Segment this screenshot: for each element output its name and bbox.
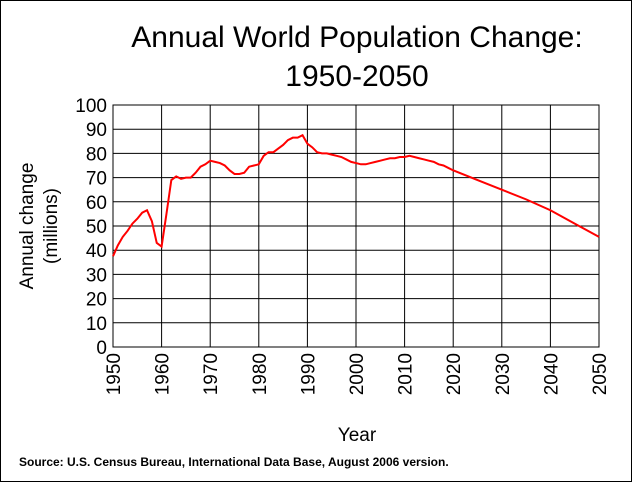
x-tick-label: 1950 (104, 353, 125, 395)
y-tick-label: 80 (86, 144, 107, 165)
x-tick-label: 1970 (201, 353, 222, 395)
x-tick-label: 2050 (590, 353, 611, 395)
x-tick-labels: 1950 1960 1970 1980 1990 2000 2010 2020 2030 2040… (104, 353, 611, 395)
source-note: Source: U.S. Census Bureau, Internationa… (19, 455, 449, 469)
y-tick-label: 60 (86, 193, 107, 214)
grid-lines (112, 104, 600, 348)
y-tick-label: 70 (86, 169, 107, 190)
x-tick-label: 1960 (153, 353, 174, 395)
chart-title-line1: Annual World Population Change: (131, 21, 582, 54)
y-tick-label: 100 (75, 96, 107, 117)
x-tick-label: 1980 (250, 353, 271, 395)
x-axis-label: Year (338, 425, 377, 446)
x-tick-label: 2000 (347, 353, 368, 395)
y-tick-label: 20 (86, 290, 107, 311)
y-axis-label-line1: Annual change (17, 163, 38, 290)
y-tick-label: 0 (96, 338, 107, 359)
x-tick-label: 2020 (444, 353, 465, 395)
y-tick-label: 30 (86, 265, 107, 286)
x-tick-label: 1990 (298, 353, 319, 395)
y-tick-label: 40 (86, 241, 107, 262)
y-axis-label-line2: (millions) (41, 188, 62, 264)
y-tick-label: 10 (86, 314, 107, 335)
chart-title-line2: 1950-2050 (285, 60, 428, 93)
x-tick-label: 2010 (396, 353, 417, 395)
y-tick-label: 50 (86, 217, 107, 238)
y-tick-label: 90 (86, 120, 107, 141)
plot-area (112, 104, 600, 348)
x-tick-label: 2040 (541, 353, 562, 395)
y-tick-labels: 0 10 20 30 40 50 60 70 80 90 100 (75, 96, 107, 359)
x-tick-label: 2030 (493, 353, 514, 395)
population-change-line (112, 133, 600, 257)
